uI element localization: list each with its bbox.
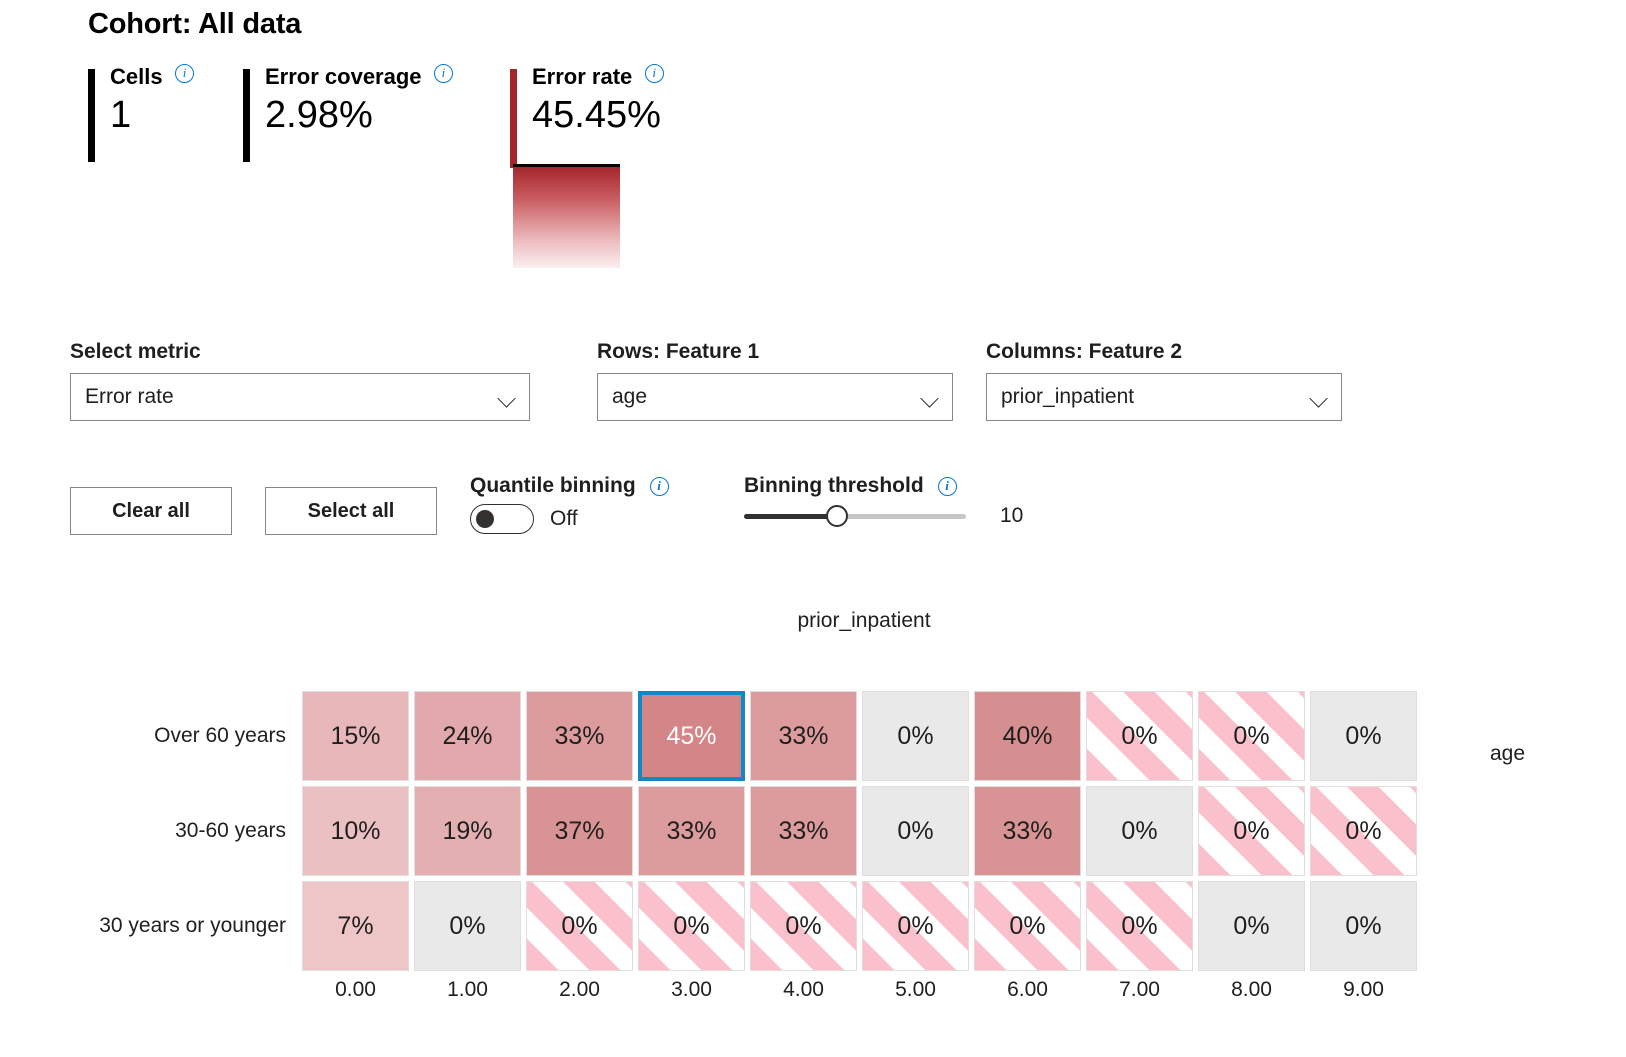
- heatmap-cell[interactable]: 0%: [1310, 691, 1417, 781]
- quantile-binning-group: Quantile binning i Off: [470, 474, 669, 534]
- binning-threshold-value: 10: [1000, 504, 1024, 527]
- heatmap-cell[interactable]: 33%: [750, 691, 857, 781]
- rows-feature-value: age: [612, 385, 648, 408]
- heatmap-cell[interactable]: 33%: [974, 786, 1081, 876]
- quantile-binning-label-text: Quantile binning: [470, 474, 636, 497]
- slider-thumb[interactable]: [826, 505, 849, 527]
- quantile-binning-toggle[interactable]: [470, 504, 534, 534]
- binning-threshold-label: Binning threshold i: [744, 474, 1023, 498]
- heatmap-x-label: 6.00: [1007, 978, 1048, 1001]
- stat-error-coverage-value: 2.98%: [265, 94, 373, 136]
- info-icon[interactable]: i: [175, 64, 195, 83]
- slider-fill: [744, 513, 838, 519]
- heatmap-row-label: 30-60 years: [175, 819, 286, 842]
- heatmap-x-label: 3.00: [671, 978, 712, 1001]
- heatmap-cell[interactable]: 0%: [974, 881, 1081, 971]
- heatmap-cell[interactable]: 37%: [526, 786, 633, 876]
- heatmap-x-label: 7.00: [1119, 978, 1160, 1001]
- info-icon[interactable]: i: [937, 477, 957, 496]
- heatmap-row-label: Over 60 years: [154, 724, 286, 747]
- stat-error-coverage-label: Error coverage: [265, 64, 422, 89]
- heatmap-grid: Over 60 years 15% 24% 33% 45% 33% 0% 40% 0% 0% 0% 3…: [99, 691, 1422, 976]
- heatmap-row: Over 60 years 15% 24% 33% 45% 33% 0% 40% 0% 0% 0%: [154, 691, 1422, 781]
- heatmap-cell[interactable]: 0%: [750, 881, 857, 971]
- heatmap-x-label: 4.00: [783, 978, 824, 1001]
- stat-error-rate-value: 45.45%: [532, 94, 661, 136]
- stat-cells-value: 1: [110, 94, 132, 136]
- heatmap-cell[interactable]: 0%: [862, 691, 969, 781]
- binning-threshold-group: Binning threshold i 10: [744, 474, 1023, 528]
- select-metric-value: Error rate: [85, 385, 174, 408]
- quantile-binning-state: Off: [550, 507, 578, 530]
- stat-rule: [88, 69, 95, 162]
- heatmap-x-label: 2.00: [559, 978, 600, 1001]
- heatmap-cell[interactable]: 0%: [862, 881, 969, 971]
- heatmap-cell[interactable]: 10%: [302, 786, 409, 876]
- heatmap-cell[interactable]: 0%: [862, 786, 969, 876]
- heatmap-cell[interactable]: 45%: [638, 691, 745, 781]
- select-all-button[interactable]: Select all: [265, 487, 437, 535]
- heatmap-x-label: 0.00: [335, 978, 376, 1001]
- rows-feature-dropdown[interactable]: age: [597, 373, 953, 421]
- heatmap-cell[interactable]: 0%: [1198, 786, 1305, 876]
- heatmap-row: 30 years or younger 7% 0% 0% 0% 0% 0% 0% 0% 0% 0%: [99, 881, 1422, 971]
- columns-feature-label: Columns: Feature 2: [986, 340, 1183, 363]
- heatmap-cell[interactable]: 0%: [1198, 691, 1305, 781]
- rows-feature-field: Rows: Feature 1 age: [597, 340, 953, 421]
- heatmap-x-axis-labels: 0.00 1.00 2.00 3.00 4.00 5.00 6.00 7.00 8.00 9.00: [302, 978, 1422, 1002]
- error-rate-gradient-bar: [513, 164, 620, 268]
- info-icon[interactable]: i: [433, 64, 453, 83]
- chevron-down-icon: [921, 392, 940, 403]
- heatmap-row: 30-60 years 10% 19% 37% 33% 33% 0% 33% 0% 0% 0%: [175, 786, 1422, 876]
- binning-threshold-label-text: Binning threshold: [744, 474, 924, 497]
- quantile-binning-label: Quantile binning i: [470, 474, 669, 498]
- toggle-knob: [476, 510, 494, 528]
- heatmap-cell[interactable]: 33%: [750, 786, 857, 876]
- clear-all-button[interactable]: Clear all: [70, 487, 232, 535]
- heatmap-cell[interactable]: 24%: [414, 691, 521, 781]
- columns-feature-value: prior_inpatient: [1001, 385, 1135, 408]
- chevron-down-icon: [498, 392, 517, 403]
- heatmap-cell[interactable]: 0%: [1086, 786, 1193, 876]
- stat-error-rate-label: Error rate: [532, 64, 633, 89]
- heatmap-cell[interactable]: 33%: [638, 786, 745, 876]
- heatmap-x-label: 1.00: [447, 978, 488, 1001]
- select-metric-field: Select metric Error rate: [70, 340, 530, 421]
- heatmap-cell[interactable]: 40%: [974, 691, 1081, 781]
- heatmap-cell[interactable]: 7%: [302, 881, 409, 971]
- heatmap-cell[interactable]: 19%: [414, 786, 521, 876]
- heatmap-x-label: 9.00: [1343, 978, 1384, 1001]
- heatmap-cell[interactable]: 33%: [526, 691, 633, 781]
- info-icon[interactable]: i: [649, 477, 669, 496]
- info-icon[interactable]: i: [644, 64, 664, 83]
- chevron-down-icon: [1310, 392, 1329, 403]
- page-title: Cohort: All data: [88, 8, 302, 40]
- heatmap-row-label: 30 years or younger: [99, 914, 286, 937]
- heatmap-cell[interactable]: 0%: [1086, 691, 1193, 781]
- heatmap-cell[interactable]: 0%: [1198, 881, 1305, 971]
- heatmap-cell[interactable]: 0%: [1310, 786, 1417, 876]
- select-metric-label: Select metric: [70, 340, 201, 363]
- heatmap-row-axis-title: age: [1490, 742, 1526, 765]
- rows-feature-label: Rows: Feature 1: [597, 340, 760, 363]
- heatmap-cell[interactable]: 0%: [638, 881, 745, 971]
- stat-cells-label: Cells: [110, 64, 163, 89]
- columns-feature-dropdown[interactable]: prior_inpatient: [986, 373, 1342, 421]
- select-metric-dropdown[interactable]: Error rate: [70, 373, 530, 421]
- binning-threshold-slider[interactable]: [744, 505, 966, 527]
- heatmap-cell[interactable]: 15%: [302, 691, 409, 781]
- heatmap-x-label: 8.00: [1231, 978, 1272, 1001]
- heatmap-x-label: 5.00: [895, 978, 936, 1001]
- heatmap-cell[interactable]: 0%: [1310, 881, 1417, 971]
- stat-rule: [243, 69, 250, 162]
- heatmap-cell[interactable]: 0%: [414, 881, 521, 971]
- heatmap-cell[interactable]: 0%: [526, 881, 633, 971]
- heatmap-column-axis-title: prior_inpatient: [797, 609, 931, 632]
- heatmap-cell[interactable]: 0%: [1086, 881, 1193, 971]
- stat-rule: [510, 69, 517, 168]
- columns-feature-field: Columns: Feature 2 prior_inpatient: [986, 340, 1342, 421]
